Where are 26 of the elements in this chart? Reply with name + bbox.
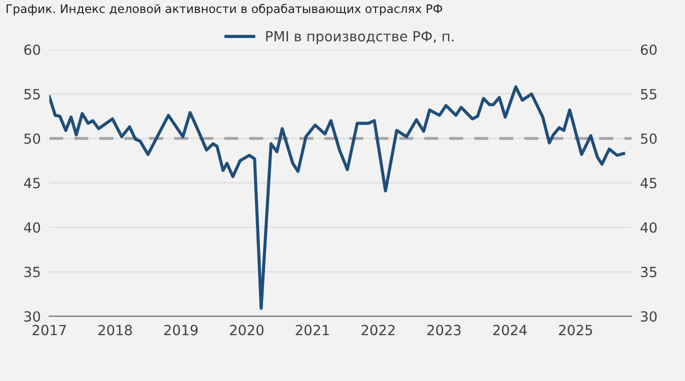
legend-label: PMI в производстве РФ, п. bbox=[266, 31, 454, 44]
y2-tick-label: 50 bbox=[640, 133, 657, 144]
y2-tick-label: 30 bbox=[640, 311, 657, 322]
x-tick-label: 2018 bbox=[98, 324, 132, 336]
x-tick-label: 2021 bbox=[296, 324, 329, 336]
y-tick-label: 45 bbox=[24, 178, 40, 188]
x-tick-label: 2017 bbox=[32, 324, 66, 336]
line-series bbox=[49, 85, 626, 310]
y-tick-label: 55 bbox=[24, 89, 40, 100]
x-tick-label: 2022 bbox=[362, 324, 395, 336]
y2-tick-label: 40 bbox=[640, 222, 657, 233]
y2-tick-label: 35 bbox=[640, 266, 656, 278]
x-tick-label: 2023 bbox=[427, 324, 461, 336]
y-tick-label: 35 bbox=[24, 266, 40, 278]
x-tick-label: 2025 bbox=[558, 324, 592, 336]
y-tick-label: 40 bbox=[24, 222, 40, 233]
chart-title: График. Индекс деловой активности в обрабатывающих отраслях РФ bbox=[6, 4, 442, 16]
y2-tick-label: 45 bbox=[640, 178, 656, 188]
y-tick-label: 60 bbox=[24, 44, 40, 56]
x-tick-label: 2020 bbox=[230, 324, 264, 336]
x-tick-label: 2019 bbox=[164, 324, 198, 336]
x-tick-label: 2024 bbox=[493, 324, 527, 336]
y-tick-label: 50 bbox=[24, 133, 40, 144]
y-tick-label: 30 bbox=[24, 311, 40, 322]
y2-tick-label: 55 bbox=[640, 89, 656, 100]
y2-tick-label: 60 bbox=[640, 44, 657, 56]
